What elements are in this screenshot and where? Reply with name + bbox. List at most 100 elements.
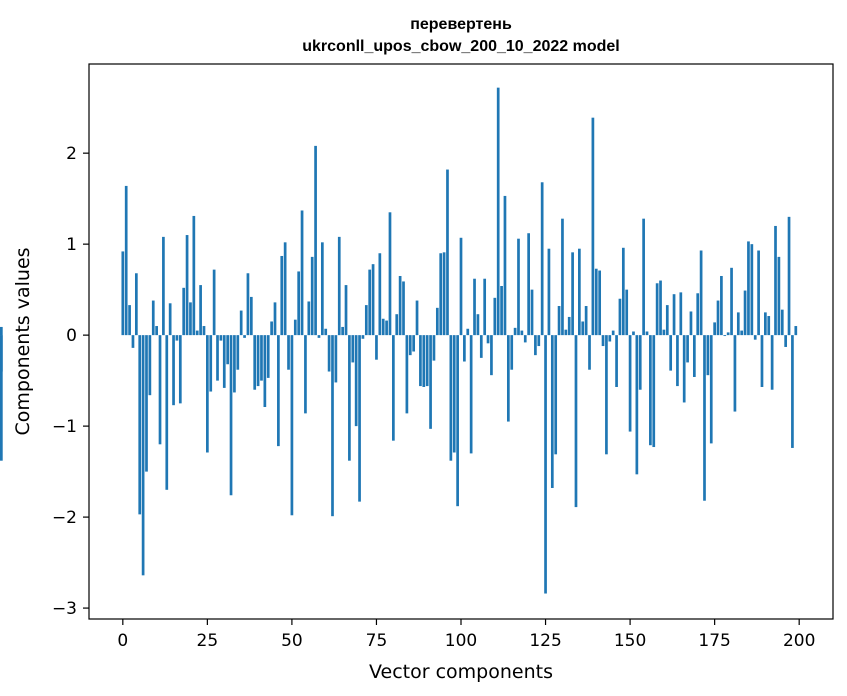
bar xyxy=(300,210,304,336)
bar xyxy=(686,335,689,363)
bar xyxy=(151,300,155,336)
y-tick-label: 2 xyxy=(66,144,77,164)
bar xyxy=(243,335,246,338)
bar xyxy=(649,335,652,446)
bar xyxy=(388,212,392,336)
bar xyxy=(757,250,760,336)
bar xyxy=(263,335,267,408)
bar xyxy=(635,335,639,475)
bar xyxy=(128,305,131,336)
bar xyxy=(510,335,514,370)
bar xyxy=(216,335,219,381)
bar xyxy=(392,335,395,441)
bar xyxy=(672,294,676,336)
bar xyxy=(709,335,713,444)
bar xyxy=(621,247,625,336)
bar xyxy=(578,248,581,336)
bar xyxy=(747,241,750,336)
bar xyxy=(385,320,388,336)
y-axis-label: Components values xyxy=(12,247,34,435)
bar xyxy=(246,273,250,336)
bar xyxy=(178,335,182,404)
bar xyxy=(598,270,602,336)
bar xyxy=(567,316,571,336)
bar xyxy=(202,326,206,336)
bar xyxy=(466,328,470,336)
bar xyxy=(209,335,213,392)
bar xyxy=(679,292,683,336)
bar xyxy=(770,335,774,390)
bar xyxy=(124,185,128,336)
y-tick-label: 0 xyxy=(66,326,77,346)
bar xyxy=(419,335,422,387)
bar xyxy=(317,335,321,338)
bar xyxy=(327,335,331,372)
bar xyxy=(784,335,788,347)
bar xyxy=(341,326,344,336)
bar xyxy=(564,329,568,336)
bar xyxy=(682,335,686,403)
bar xyxy=(463,335,466,362)
bar xyxy=(158,335,162,445)
chart-subtitle: ukrconll_upos_cbow_200_10_2022 model xyxy=(302,38,619,55)
bar xyxy=(435,307,439,336)
bar xyxy=(358,335,361,502)
bar xyxy=(185,235,189,336)
bar xyxy=(425,335,429,387)
bar xyxy=(121,251,125,336)
bar xyxy=(364,305,368,336)
bar xyxy=(412,335,416,352)
bar xyxy=(767,316,771,336)
bar xyxy=(557,306,561,336)
x-tick-label: 25 xyxy=(197,631,219,651)
bar xyxy=(628,335,632,432)
bar xyxy=(469,335,473,454)
bar xyxy=(659,280,662,336)
bar xyxy=(175,335,179,341)
bar xyxy=(794,326,798,336)
bar xyxy=(432,335,436,361)
x-tick-label: 100 xyxy=(445,631,477,651)
x-tick-label: 125 xyxy=(529,631,561,651)
bar xyxy=(699,250,703,336)
bar xyxy=(408,335,412,356)
bar xyxy=(134,273,138,336)
bar xyxy=(574,335,578,508)
bar xyxy=(625,289,629,336)
bar xyxy=(415,300,419,336)
bar xyxy=(723,335,727,337)
bar xyxy=(446,169,449,336)
x-tick-label: 200 xyxy=(783,631,815,651)
bar xyxy=(716,300,720,336)
bar xyxy=(479,335,483,358)
bar xyxy=(669,335,673,371)
bar xyxy=(405,335,409,414)
bar xyxy=(297,271,301,336)
bar xyxy=(249,296,253,336)
bar xyxy=(703,335,706,501)
bar xyxy=(287,335,290,370)
bar xyxy=(550,335,554,488)
bar xyxy=(320,242,324,336)
bar xyxy=(743,290,747,336)
bar xyxy=(195,330,199,336)
bar xyxy=(260,335,263,381)
bar xyxy=(791,335,794,448)
bar xyxy=(229,335,233,496)
y-ticks: −3 −2 −1 0 1 2 xyxy=(52,144,89,619)
bar xyxy=(689,311,693,336)
bar xyxy=(527,233,530,336)
bar xyxy=(513,327,517,336)
x-ticks: 0 25 50 75 100 125 150 175 200 xyxy=(117,619,815,651)
bar xyxy=(706,335,710,376)
bar xyxy=(473,278,476,336)
bar xyxy=(544,335,547,594)
bar xyxy=(314,145,317,336)
bar xyxy=(730,267,733,336)
bar xyxy=(337,236,341,336)
bar xyxy=(554,335,558,455)
bar xyxy=(581,321,585,336)
bar xyxy=(375,335,378,360)
bar xyxy=(206,335,209,453)
bar xyxy=(517,238,520,336)
